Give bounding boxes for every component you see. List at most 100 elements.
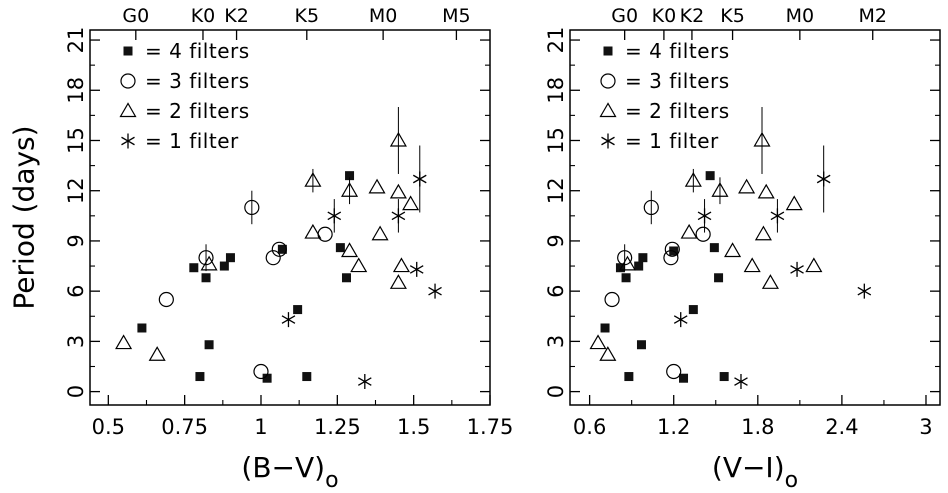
x-axis-title-main: (V−I) [712,451,785,484]
x-axis-title-subscript: o [325,468,338,493]
x-tick-label: 1.5 [397,415,430,439]
data-point-triangle [368,178,386,194]
data-point-triangle [684,171,702,187]
data-point-triangle [341,242,359,258]
x-tick-label: 2.4 [825,415,858,439]
data-point-triangle [589,334,607,350]
data-point-square [335,243,345,253]
data-point-asterisk [327,208,342,224]
data-point-square [219,261,229,271]
legend-label: = 4 filters [625,39,730,63]
data-point-square [621,273,631,283]
data-point-triangle [148,346,166,361]
x-tick-label: 1.75 [467,415,514,439]
data-point-circle [664,241,680,257]
y-tick-label: 18 [544,77,568,104]
data-point-square [201,273,211,283]
data-point-square [636,340,646,350]
data-point-asterisk [357,374,372,390]
data-point-square [719,372,729,382]
data-point-triangle [389,183,407,199]
y-tick-label: 12 [64,177,88,204]
data-point-circle [643,199,659,216]
x-axis-title-main: (B−V) [241,451,325,484]
data-point-triangle [371,225,389,241]
data-point-square [615,263,625,273]
data-point-square [137,323,147,333]
data-point-triangle [785,195,803,211]
data-point-triangle [761,274,779,289]
data-point-triangle [392,257,410,273]
data-point-triangle [200,255,218,271]
x-tick-label: 1.2 [657,415,690,439]
data-point-square [688,305,698,315]
data-point-square [204,340,214,350]
x-tick-label: 0.5 [92,415,125,439]
y-tick-label: 3 [544,335,568,348]
data-point-triangle [724,242,742,258]
data-point-square [705,171,715,181]
spectral-type-label: M0 [369,5,397,27]
data-point-triangle [753,131,771,147]
y-tick-label: 0 [64,385,88,398]
data-point-triangle [599,346,617,361]
y-tick-label: 15 [64,127,88,154]
data-point-square [709,243,719,253]
data-point-asterisk [428,283,442,299]
data-point-asterisk [281,312,296,328]
data-point-asterisk [734,374,748,390]
legend-marker-circle [600,73,616,89]
data-point-triangle [757,183,775,199]
data-point-asterisk [673,312,688,328]
data-point-circle [198,250,214,266]
data-point-square [634,261,644,271]
spectral-type-label: K5 [720,5,745,27]
data-point-square [293,305,303,315]
y-tick-label: 9 [544,234,568,247]
data-point-square [262,373,272,383]
legend-marker-triangle [599,102,617,118]
legend-label: = 1 filter [625,129,719,153]
data-point-triangle [341,182,359,197]
legend-marker-triangle [119,102,137,118]
data-point-circle [253,363,269,380]
legend-label: = 4 filters [145,39,250,63]
legend-label: = 2 filters [625,99,730,123]
legend-label: = 3 filters [145,69,250,93]
y-tick-label: 3 [64,335,88,348]
data-point-triangle [389,131,407,147]
data-point-square [345,171,355,181]
x-tick-label: 1.25 [314,415,361,439]
data-point-triangle [115,334,133,350]
data-point-square [600,323,610,333]
data-point-circle [244,199,260,216]
legend-marker-circle [120,73,136,89]
data-point-circle [265,250,281,266]
data-point-triangle [738,178,756,194]
data-point-triangle [680,223,698,239]
data-point-asterisk [697,208,712,224]
y-tick-label: 12 [544,177,568,204]
data-point-square [624,372,634,382]
data-point-circle [158,291,174,308]
data-point-triangle [350,257,368,273]
x-tick-label: 3 [919,415,932,439]
spectral-type-label: M2 [858,5,886,27]
y-tick-label: 21 [544,27,568,54]
data-point-square [341,273,351,283]
data-point-circle [604,291,620,308]
y-tick-label: 6 [544,284,568,297]
y-tick-label: 21 [64,27,88,54]
x-tick-label: 1.8 [741,415,774,439]
spectral-type-label: K0 [652,5,677,27]
legend-marker-square [123,46,133,56]
plot-frame [569,29,941,406]
data-point-square [714,273,724,283]
y-tick-label: 0 [544,385,568,398]
spectral-type-label: K2 [224,5,249,27]
legend-label: = 3 filters [625,69,730,93]
x-axis-title: (B−V)o [241,451,338,493]
data-point-triangle [754,225,772,241]
